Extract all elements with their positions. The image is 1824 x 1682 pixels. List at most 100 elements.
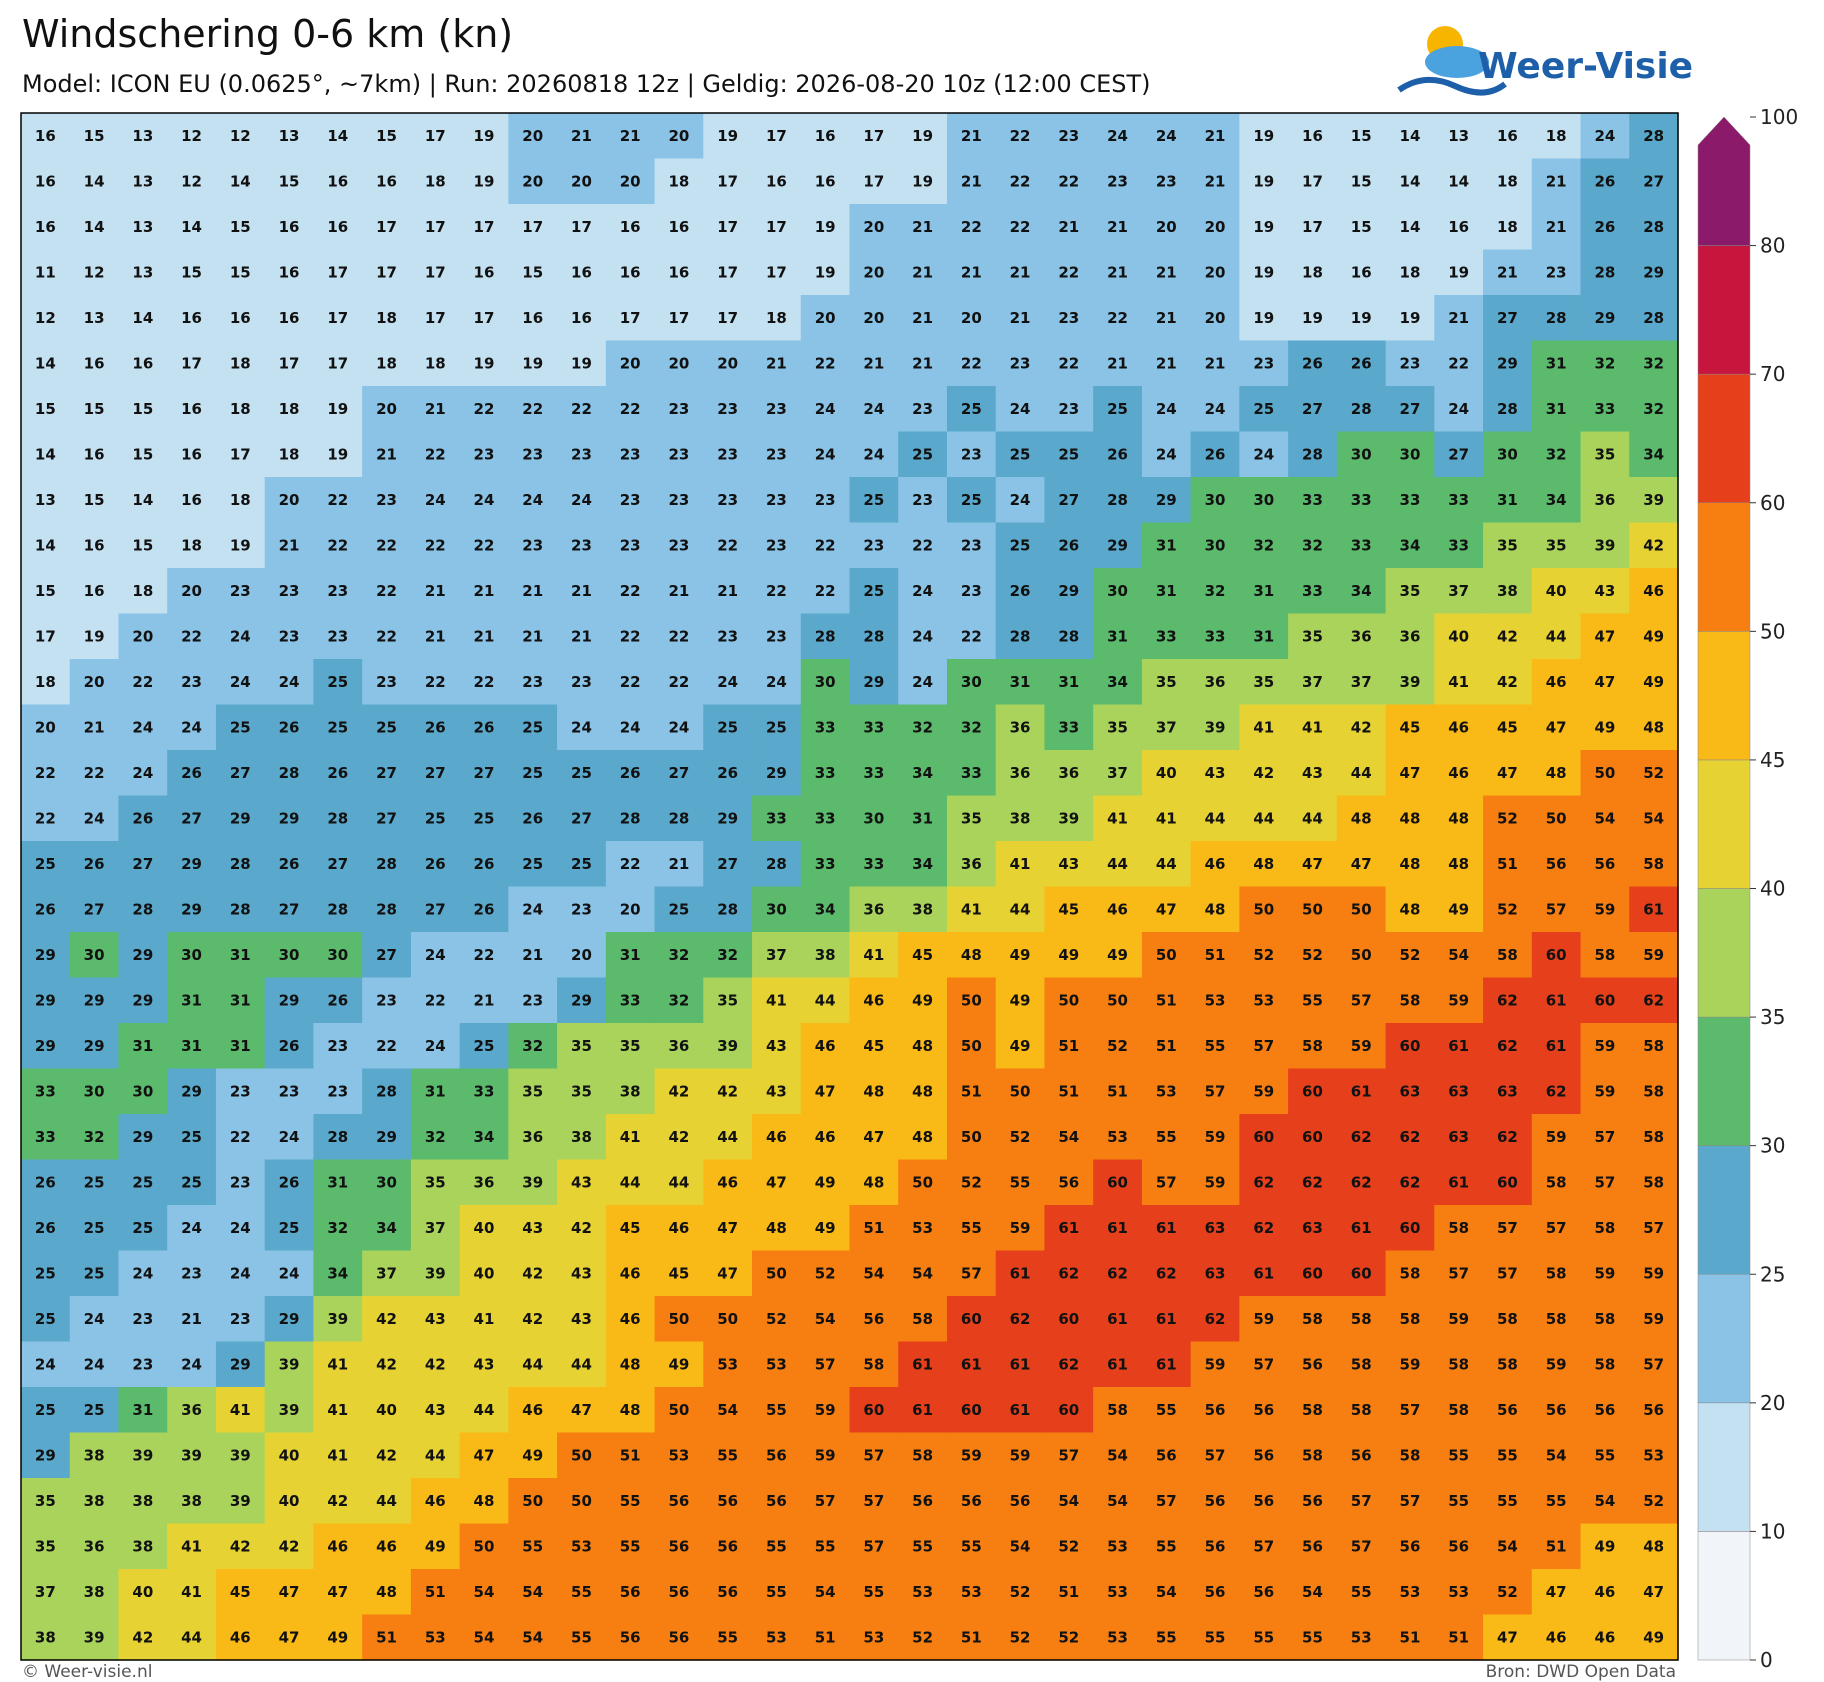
cell: [1336, 886, 1387, 933]
cell: [215, 158, 266, 205]
cell: [995, 431, 1046, 478]
colorbar-label: 45: [1760, 748, 1785, 772]
cell: [1629, 1296, 1679, 1343]
cell: [1580, 431, 1630, 478]
cell: [1385, 204, 1435, 251]
value-label: 24: [912, 627, 933, 645]
cell: [1336, 340, 1387, 387]
value-label: 24: [230, 1264, 251, 1282]
cell: [264, 750, 315, 797]
value-label: 62: [1253, 1173, 1274, 1191]
value-label: 34: [1400, 536, 1421, 554]
cell: [1239, 886, 1289, 933]
cell: [313, 1387, 363, 1434]
cell: [118, 1432, 168, 1479]
cell: [1044, 841, 1094, 888]
value-label: 55: [1205, 1037, 1226, 1055]
cell: [1629, 750, 1679, 797]
cell: [946, 1432, 997, 1479]
cell: [1093, 886, 1143, 933]
value-label: 46: [230, 1628, 251, 1646]
cell: [800, 1341, 851, 1388]
value-label: 46: [620, 1310, 641, 1328]
value-label: 17: [863, 172, 884, 190]
value-label: 53: [1107, 1128, 1128, 1146]
cell: [410, 568, 461, 615]
cell: [849, 1068, 899, 1115]
value-label: 22: [327, 491, 348, 509]
cell: [946, 886, 997, 933]
cell: [1385, 659, 1435, 706]
value-label: 26: [1010, 582, 1031, 600]
value-label: 50: [766, 1264, 787, 1282]
value-label: 44: [717, 1128, 738, 1146]
cell: [362, 1296, 412, 1343]
value-label: 55: [766, 1401, 787, 1419]
cell: [1093, 204, 1143, 251]
value-label: 19: [230, 536, 251, 554]
cell: [800, 1023, 851, 1070]
cell: [898, 1023, 948, 1070]
value-label: 44: [668, 1173, 689, 1191]
value-label: 48: [620, 1355, 641, 1373]
value-label: 25: [279, 1219, 300, 1237]
value-label: 39: [1058, 809, 1079, 827]
value-label: 57: [1594, 1173, 1615, 1191]
value-label: 33: [1156, 627, 1177, 645]
cell: [1239, 841, 1289, 888]
value-label: 56: [1156, 1446, 1177, 1464]
cell: [605, 1250, 656, 1297]
value-label: 23: [912, 400, 933, 418]
cell: [995, 1387, 1046, 1434]
value-label: 26: [522, 809, 543, 827]
value-label: 33: [1058, 718, 1079, 736]
value-label: 25: [863, 491, 884, 509]
cell: [1093, 386, 1143, 433]
cell: [508, 204, 558, 251]
value-label: 26: [1594, 172, 1615, 190]
cell: [898, 340, 948, 387]
cell: [313, 1432, 363, 1479]
cell: [69, 1341, 120, 1388]
value-label: 55: [1156, 1628, 1177, 1646]
value-label: 22: [620, 855, 641, 873]
cell: [654, 977, 704, 1024]
cell: [1093, 1432, 1143, 1479]
value-label: 21: [425, 627, 446, 645]
value-label: 47: [279, 1628, 300, 1646]
cell: [69, 1432, 120, 1479]
cell: [1288, 113, 1338, 160]
value-label: 53: [1253, 991, 1274, 1009]
cell: [1483, 386, 1533, 433]
value-label: 21: [1010, 309, 1031, 327]
cell: [313, 1296, 363, 1343]
value-label: 42: [571, 1219, 592, 1237]
cell: [605, 1387, 656, 1434]
value-label: 21: [376, 445, 397, 463]
cell: [215, 249, 266, 296]
cell: [800, 704, 851, 751]
cell: [1190, 932, 1240, 979]
cell: [215, 659, 266, 706]
value-label: 32: [1643, 354, 1664, 372]
value-label: 37: [425, 1219, 446, 1237]
value-label: 52: [1058, 1628, 1079, 1646]
value-label: 20: [522, 172, 543, 190]
value-label: 54: [1448, 946, 1469, 964]
value-label: 56: [620, 1628, 641, 1646]
value-label: 23: [668, 491, 689, 509]
cell: [605, 1614, 656, 1661]
cell: [362, 1068, 412, 1115]
value-label: 40: [279, 1492, 300, 1510]
cell: [1239, 750, 1289, 797]
cell: [215, 1023, 266, 1070]
cell: [1044, 613, 1094, 660]
cell: [557, 113, 607, 160]
cell: [703, 886, 753, 933]
cell: [21, 704, 71, 751]
cell: [1629, 204, 1679, 251]
value-label: 17: [425, 127, 446, 145]
value-label: 21: [1448, 309, 1469, 327]
value-label: 54: [1058, 1492, 1079, 1510]
cell: [752, 1296, 802, 1343]
